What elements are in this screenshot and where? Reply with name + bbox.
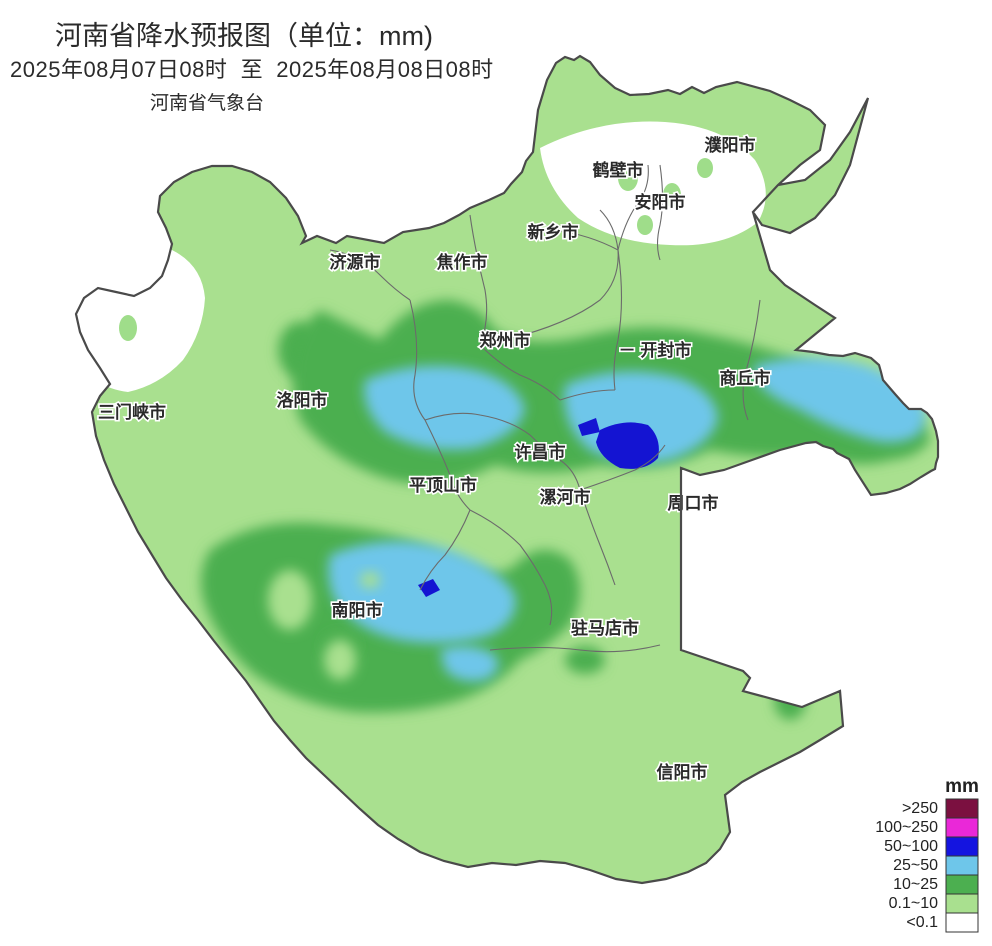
svg-text:50~100: 50~100 bbox=[884, 838, 938, 855]
svg-text:濮阳市: 濮阳市 bbox=[705, 135, 756, 155]
svg-text:商丘市: 商丘市 bbox=[720, 368, 771, 388]
svg-text:10~25: 10~25 bbox=[893, 876, 938, 893]
svg-text:焦作市: 焦作市 bbox=[436, 252, 488, 272]
svg-text:－ 开封市: － 开封市 bbox=[619, 340, 692, 360]
svg-text:洛阳市: 洛阳市 bbox=[277, 390, 328, 410]
svg-text:漯河市: 漯河市 bbox=[540, 487, 591, 507]
svg-text:驻马店市: 驻马店市 bbox=[571, 618, 639, 638]
svg-text:平顶山市: 平顶山市 bbox=[409, 475, 477, 495]
svg-text:济源市: 济源市 bbox=[330, 252, 381, 272]
svg-text:0.1~10: 0.1~10 bbox=[889, 895, 938, 912]
svg-text:>250: >250 bbox=[902, 800, 938, 817]
svg-text:<0.1: <0.1 bbox=[906, 914, 938, 931]
svg-text:南阳市: 南阳市 bbox=[332, 600, 383, 620]
svg-text:鹤壁市: 鹤壁市 bbox=[593, 160, 644, 180]
svg-text:信阳市: 信阳市 bbox=[657, 762, 708, 782]
svg-text:安阳市: 安阳市 bbox=[635, 192, 686, 212]
svg-text:周口市: 周口市 bbox=[668, 493, 719, 513]
svg-text:三门峡市: 三门峡市 bbox=[98, 402, 166, 422]
svg-text:100~250: 100~250 bbox=[875, 819, 938, 836]
svg-text:许昌市: 许昌市 bbox=[515, 442, 566, 462]
svg-text:新乡市: 新乡市 bbox=[528, 222, 579, 242]
svg-text:郑州市: 郑州市 bbox=[480, 330, 531, 350]
svg-text:25~50: 25~50 bbox=[893, 857, 938, 874]
svg-text:mm: mm bbox=[945, 776, 979, 797]
